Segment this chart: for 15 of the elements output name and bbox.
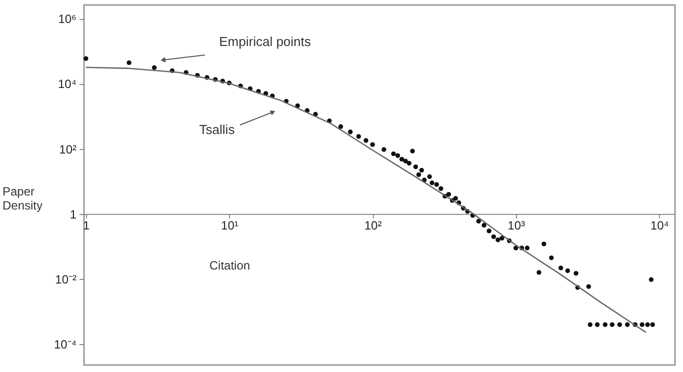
y-tick-label: 10⁻⁴ <box>54 338 76 352</box>
y-tick-label: 10⁶ <box>58 12 77 26</box>
y-tick-label: 1 <box>70 207 77 222</box>
x-tick-label: 10⁴ <box>650 218 669 232</box>
y-tick-label: 10⁻² <box>55 272 77 287</box>
x-tick-label: 10² <box>364 218 382 232</box>
annotation: Tsallis <box>199 122 236 137</box>
y-tick-label: 10² <box>59 142 77 156</box>
x-tick-label: 1 <box>83 218 90 232</box>
y-tick-label: 10⁴ <box>58 77 76 92</box>
x-tick-label: 10³ <box>508 218 526 232</box>
y-axis-title: Paper Density <box>2 184 43 212</box>
x-tick-label: 10¹ <box>221 218 238 232</box>
annotation: Empirical points <box>219 34 312 49</box>
x-axis-title: Citation <box>209 258 250 272</box>
